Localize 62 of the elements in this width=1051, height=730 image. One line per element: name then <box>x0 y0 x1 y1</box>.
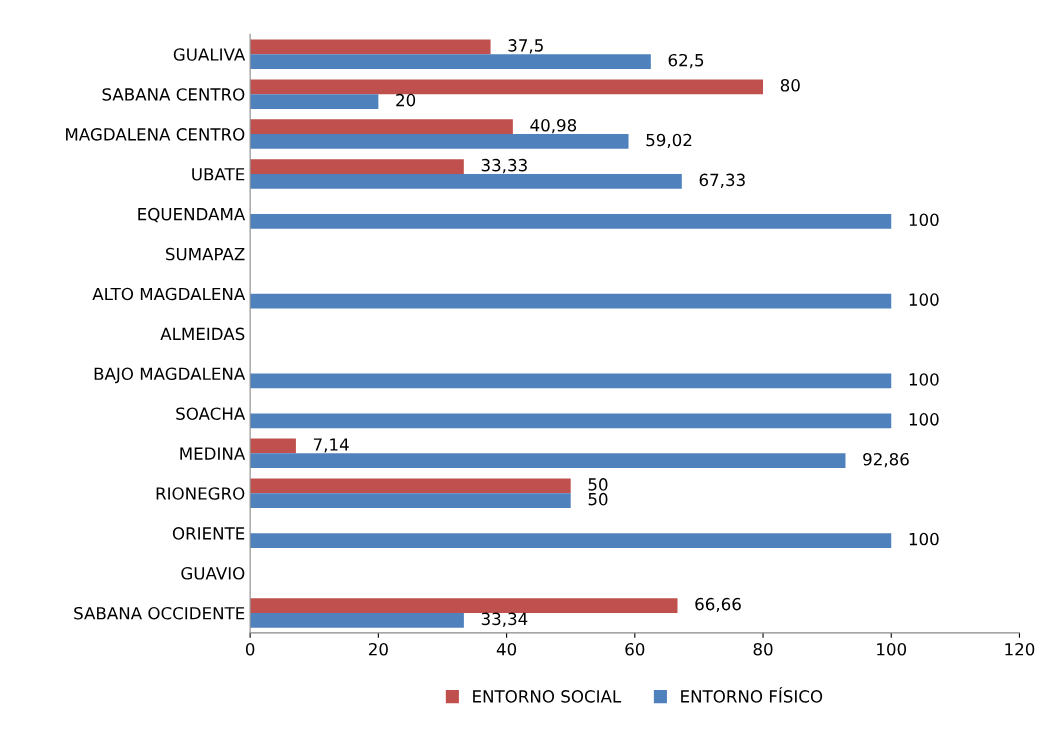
data-label: 59,02 <box>646 133 692 148</box>
bar <box>250 94 379 109</box>
data-label: 50 <box>588 478 608 491</box>
x-tick-label: 40 <box>496 642 517 656</box>
y-tick-label: ORIENTE <box>172 527 245 540</box>
bar <box>250 533 892 548</box>
bar <box>250 438 296 454</box>
data-label: 100 <box>909 293 939 306</box>
y-tick-label: GUAVIO <box>181 567 245 580</box>
data-label: 100 <box>909 532 939 546</box>
x-tick-label: 20 <box>368 642 388 656</box>
x-tick-label: 0 <box>245 642 255 656</box>
y-tick-label: MAGDALENA CENTRO <box>66 128 245 141</box>
bar <box>250 612 464 628</box>
bar <box>250 39 491 55</box>
data-label: 80 <box>780 79 800 92</box>
bar <box>250 79 764 95</box>
bar <box>250 134 629 149</box>
data-label: 37,5 <box>508 39 543 54</box>
bar <box>250 493 571 508</box>
bar <box>250 213 892 229</box>
bar <box>250 293 892 309</box>
y-tick-label: SABANA OCCIDENTE <box>74 606 245 620</box>
bar <box>250 119 513 135</box>
y-tick-label: SABANA CENTRO <box>102 88 245 101</box>
bar <box>250 413 892 429</box>
data-label: 20 <box>396 93 416 107</box>
bar <box>250 478 571 494</box>
data-label: 33,33 <box>481 158 527 174</box>
legend-label: ENTORNO SOCIAL <box>473 690 622 703</box>
data-label: 33,34 <box>481 612 528 627</box>
y-tick-label: MEDINA <box>180 447 246 460</box>
legend-label: ENTORNO FÍSICO <box>681 687 823 703</box>
y-tick-label: ALMEIDAS <box>160 327 245 341</box>
x-tick-label: 80 <box>753 642 773 656</box>
bar <box>250 453 846 469</box>
bar <box>250 54 651 70</box>
data-label: 40,98 <box>530 118 577 134</box>
y-tick-label: SOACHA <box>176 407 246 420</box>
x-tick-label: 100 <box>877 642 907 656</box>
data-label: 100 <box>909 213 939 227</box>
data-label: 100 <box>909 413 939 426</box>
data-label: 62,5 <box>668 53 704 69</box>
bar <box>250 173 682 189</box>
data-label: 50 <box>588 492 608 506</box>
y-tick-label: GUALIVA <box>173 48 246 61</box>
y-tick-label: RIONEGRO <box>156 487 245 500</box>
data-label: 7,14 <box>313 438 349 453</box>
x-tick-label: 120 <box>1005 642 1035 656</box>
data-label: 66,66 <box>695 597 741 613</box>
y-tick-label: BAJO MAGDALENA <box>94 367 246 384</box>
y-tick-label: EQUENDAMA <box>138 207 246 223</box>
bar <box>250 373 892 389</box>
x-tick-label: 60 <box>625 642 645 656</box>
y-tick-label: ALTO MAGDALENA <box>92 287 246 301</box>
y-tick-label: UBATE <box>192 168 245 181</box>
data-label: 67,33 <box>699 173 745 188</box>
bar <box>250 598 678 613</box>
bar <box>250 159 464 174</box>
y-tick-label: SUMAPAZ <box>166 247 245 261</box>
data-label: 100 <box>909 373 939 386</box>
data-label: 92,86 <box>863 452 909 468</box>
